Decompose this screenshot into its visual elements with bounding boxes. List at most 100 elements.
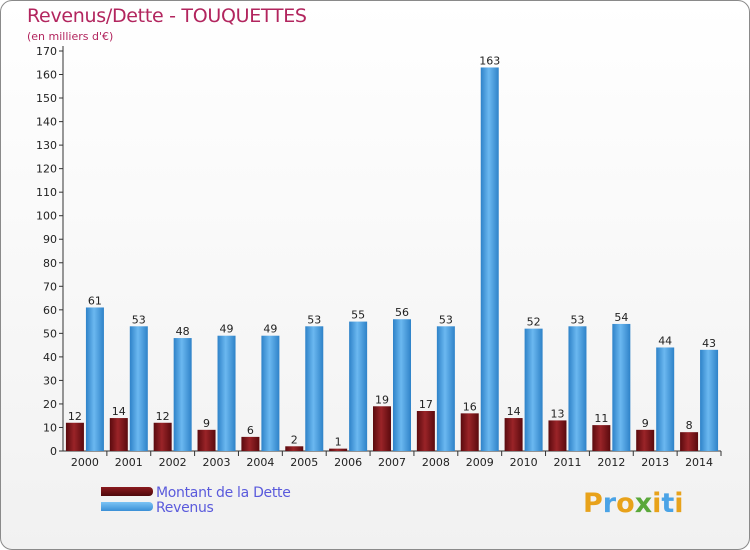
data-label-revenus: 53: [132, 313, 146, 326]
y-tick-label: 80: [43, 257, 57, 270]
bar-revenus: [173, 338, 192, 451]
bar-dette: [109, 418, 128, 451]
bar-revenus: [85, 307, 104, 451]
bar-dette: [460, 413, 479, 451]
logo-letter: P: [583, 488, 603, 519]
bar-dette: [504, 418, 523, 451]
data-label-dette: 6: [247, 424, 254, 437]
data-label-revenus: 163: [479, 54, 500, 67]
y-tick-label: 100: [36, 210, 57, 223]
x-tick-label: 2004: [246, 456, 274, 469]
bar-dette: [197, 429, 216, 451]
x-tick-label: 2008: [422, 456, 450, 469]
legend-label-revenus: Revenus: [156, 500, 214, 516]
bar-revenus: [129, 326, 148, 451]
data-label-revenus: 55: [351, 309, 365, 322]
bar-dette: [636, 429, 655, 451]
x-tick-label: 2010: [510, 456, 538, 469]
bar-revenus: [700, 349, 719, 451]
bar-revenus: [656, 347, 675, 451]
x-tick-label: 2007: [378, 456, 406, 469]
y-tick-label: 110: [36, 186, 57, 199]
data-label-dette: 14: [112, 405, 126, 418]
data-label-revenus: 49: [263, 323, 277, 336]
legend-swatch-dette: [101, 487, 153, 496]
y-tick-label: 90: [43, 233, 57, 246]
data-label-revenus: 53: [307, 313, 321, 326]
logo-letter: o: [616, 488, 635, 519]
logo-letter: i: [674, 488, 684, 519]
data-label-dette: 1: [335, 436, 342, 449]
data-label-dette: 12: [68, 410, 82, 423]
data-label-revenus: 43: [702, 337, 716, 350]
data-label-revenus: 53: [439, 313, 453, 326]
y-tick-label: 60: [43, 304, 57, 317]
x-tick-label: 2006: [334, 456, 362, 469]
x-tick-label: 2005: [290, 456, 318, 469]
bar-dette: [153, 422, 172, 451]
chart-subtitle: (en milliers d'€): [27, 30, 114, 43]
proxiti-logo: Proxiti: [583, 488, 684, 519]
data-label-dette: 11: [594, 412, 608, 425]
bar-dette: [592, 425, 611, 451]
y-tick-label: 50: [43, 327, 57, 340]
y-tick-label: 120: [36, 163, 57, 176]
data-label-revenus: 49: [220, 323, 234, 336]
bar-revenus: [217, 335, 236, 451]
y-tick-label: 130: [36, 139, 57, 152]
y-tick-label: 150: [36, 92, 57, 105]
logo-letter: t: [661, 488, 675, 519]
data-label-revenus: 61: [88, 294, 102, 307]
logo-letter: i: [652, 488, 662, 519]
x-tick-label: 2002: [159, 456, 187, 469]
logo-letter: x: [634, 488, 653, 519]
data-label-dette: 9: [203, 417, 210, 430]
bar-dette: [680, 432, 699, 451]
data-label-revenus: 54: [614, 311, 628, 324]
data-label-dette: 13: [550, 407, 564, 420]
y-tick-label: 40: [43, 351, 57, 364]
y-tick-label: 0: [50, 445, 57, 458]
y-tick-label: 160: [36, 69, 57, 82]
x-tick-label: 2011: [553, 456, 581, 469]
bar-revenus: [261, 335, 280, 451]
x-tick-label: 2003: [203, 456, 231, 469]
y-tick-label: 30: [43, 374, 57, 387]
y-tick-label: 70: [43, 280, 57, 293]
bar-dette: [373, 406, 391, 451]
y-tick-label: 20: [43, 398, 57, 411]
data-label-dette: 8: [686, 419, 693, 432]
data-label-revenus: 48: [176, 325, 190, 338]
bar-revenus: [612, 323, 631, 451]
data-label-dette: 19: [375, 393, 389, 406]
y-tick-label: 10: [43, 421, 57, 434]
bar-revenus: [393, 319, 411, 451]
data-label-dette: 9: [642, 417, 649, 430]
data-label-dette: 17: [419, 398, 433, 411]
bar-revenus: [480, 67, 499, 452]
data-label-revenus: 44: [658, 334, 672, 347]
data-label-revenus: 56: [395, 306, 409, 319]
data-label-dette: 2: [291, 433, 298, 446]
bar-dette: [285, 446, 304, 451]
bar-dette: [65, 422, 84, 451]
bar-revenus: [349, 321, 368, 451]
x-tick-label: 2014: [685, 456, 713, 469]
bar-dette: [241, 436, 260, 451]
legend-label-dette: Montant de la Dette: [156, 485, 291, 501]
x-tick-label: 2001: [115, 456, 143, 469]
bar-dette: [329, 448, 348, 451]
x-tick-label: 2012: [597, 456, 625, 469]
data-label-revenus: 53: [570, 313, 584, 326]
y-tick-label: 140: [36, 116, 57, 129]
bar-revenus: [436, 326, 455, 451]
x-tick-label: 2009: [466, 456, 494, 469]
logo-letter: r: [602, 488, 617, 519]
bar-revenus: [568, 326, 587, 451]
data-label-revenus: 52: [527, 316, 541, 329]
bar-revenus: [305, 326, 324, 451]
x-tick-label: 2000: [71, 456, 99, 469]
data-label-dette: 16: [463, 400, 477, 413]
chart-title: Revenus/Dette - TOUQUETTES: [27, 5, 307, 27]
